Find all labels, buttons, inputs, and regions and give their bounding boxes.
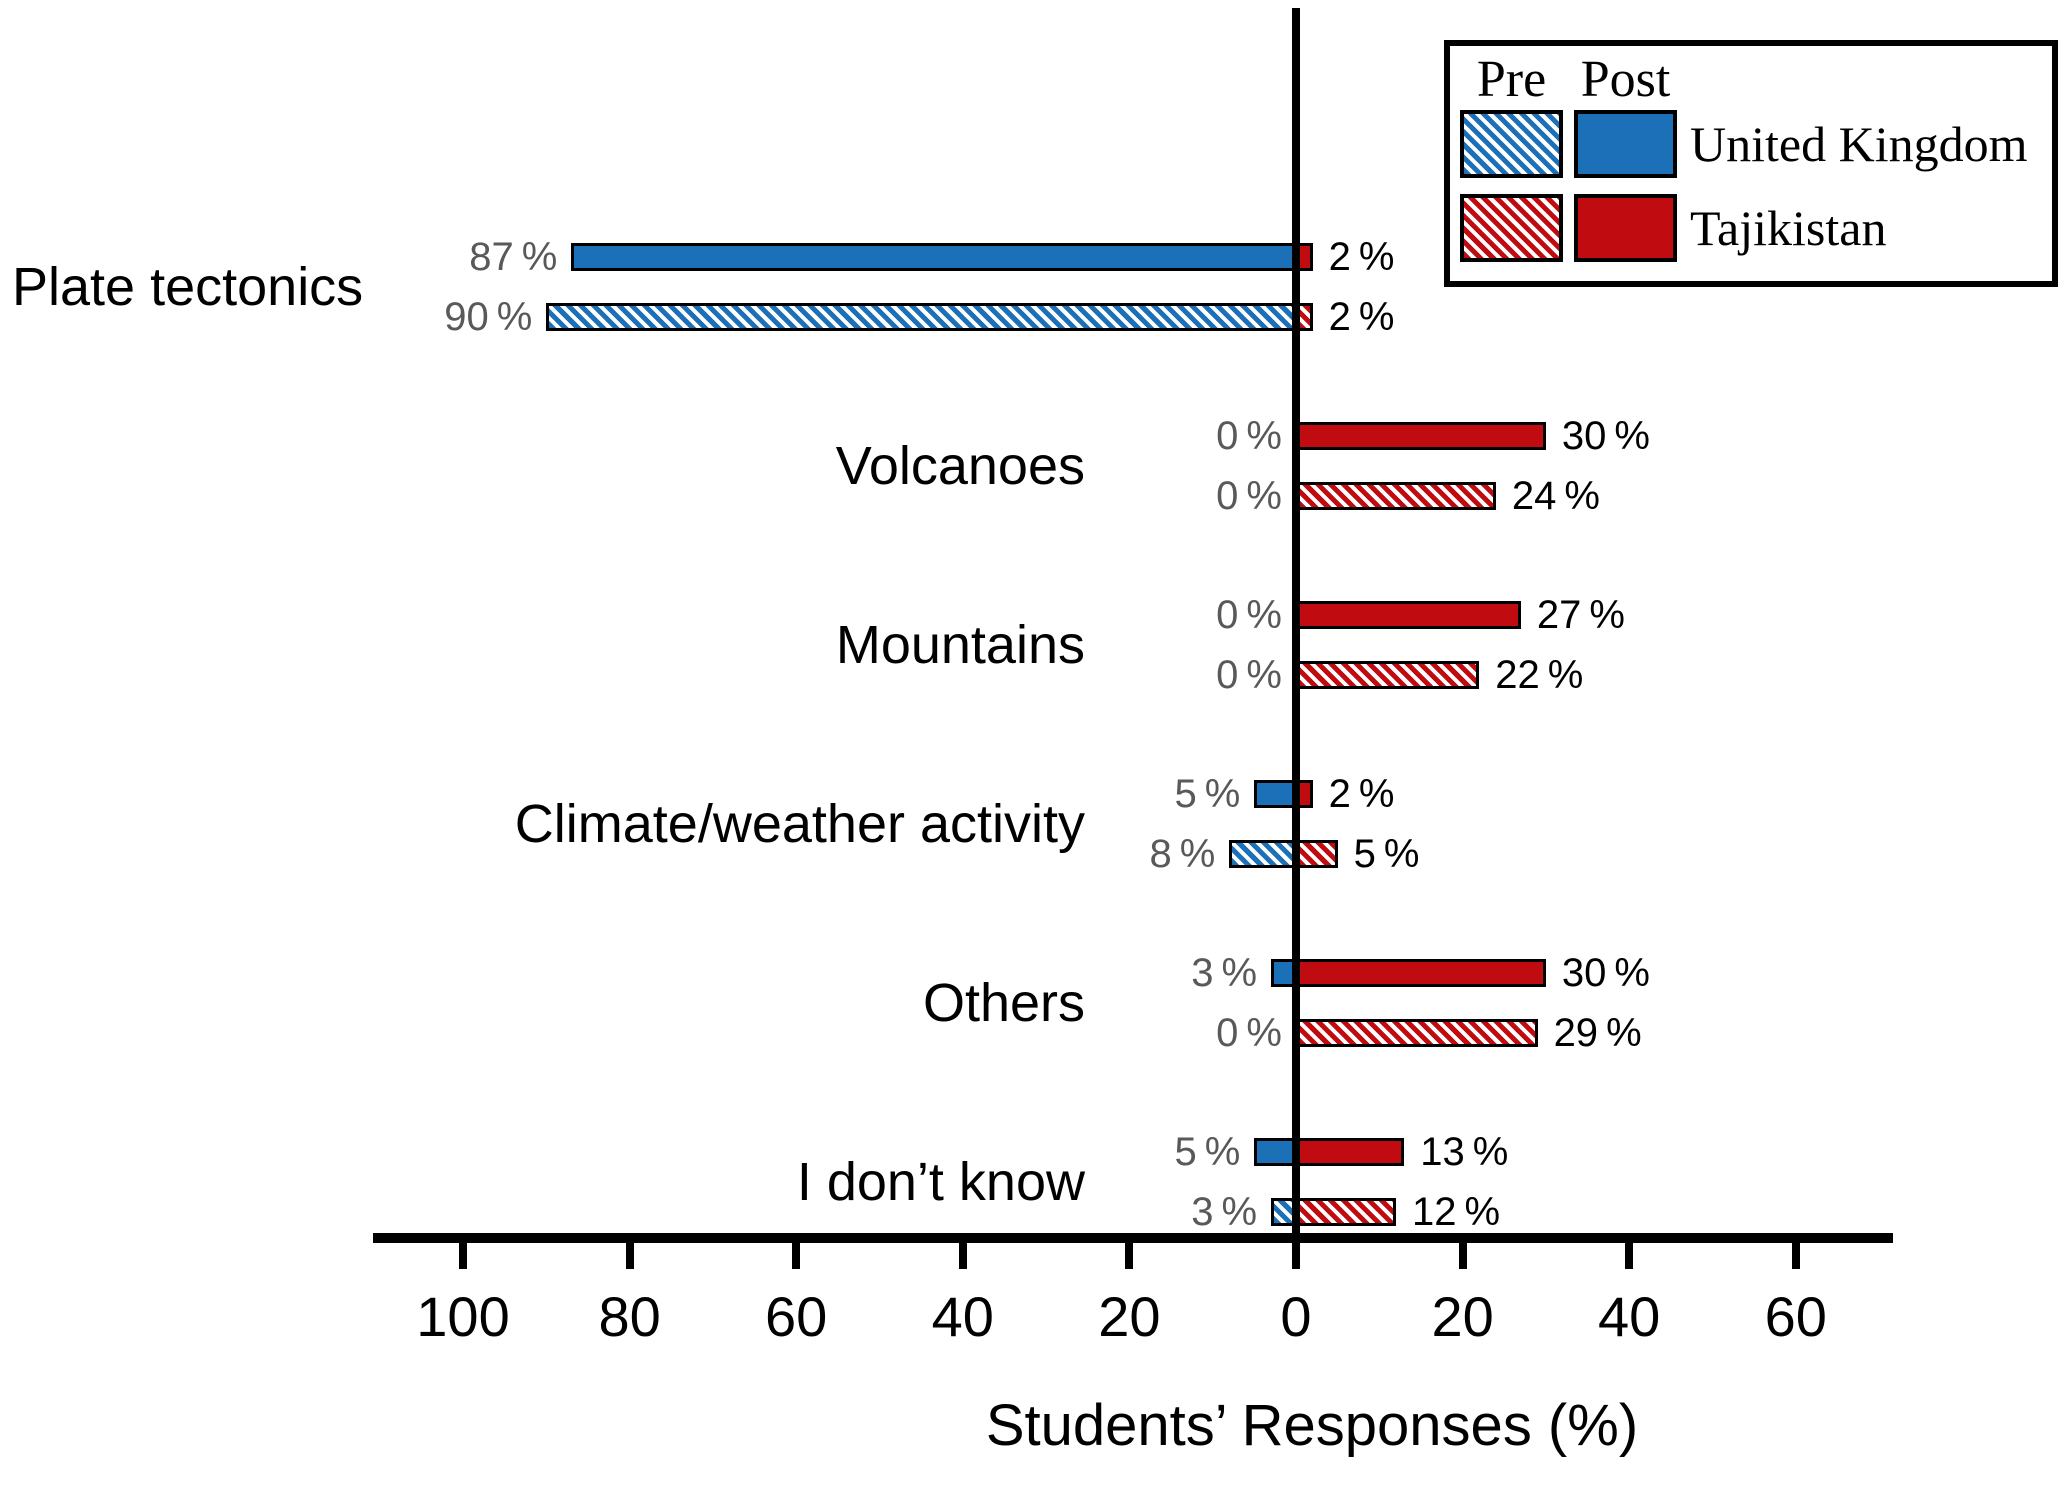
value-label-tajikistan-post-plate-tectonics: 2 % <box>1328 235 1395 279</box>
x-tick-label-right-40: 40 <box>1598 1285 1661 1348</box>
legend-swatch-tajikistan-pre <box>1460 194 1563 262</box>
value-label-tajikistan-post-others: 30 % <box>1561 951 1650 995</box>
x-tick-left-60 <box>792 1243 801 1269</box>
legend-pre-header: Pre <box>1476 51 1547 108</box>
value-label-uk-post-climate-weather-activity: 5 % <box>1174 772 1241 816</box>
value-label-uk-post-others: 3 % <box>1191 951 1258 995</box>
value-label-tajikistan-post-climate-weather-activity: 2 % <box>1328 772 1395 816</box>
x-tick-label-left-80: 80 <box>598 1285 661 1348</box>
value-label-uk-pre-volcanoes: 0 % <box>1216 474 1282 518</box>
x-tick-label-left-40: 40 <box>931 1285 994 1348</box>
bar-tajikistan-post-volcanoes <box>1296 422 1546 450</box>
legend-post-header: Post <box>1580 51 1671 108</box>
value-label-tajikistan-post-volcanoes: 30 % <box>1561 414 1650 458</box>
x-tick-right-20 <box>1458 1243 1467 1269</box>
bar-uk-post-i-dont-know <box>1254 1138 1296 1166</box>
bar-tajikistan-pre-others <box>1296 1019 1538 1047</box>
value-label-tajikistan-pre-volcanoes: 24 % <box>1511 474 1600 518</box>
x-axis-line <box>373 1233 1893 1243</box>
value-label-uk-pre-i-dont-know: 3 % <box>1191 1190 1258 1234</box>
value-label-uk-post-plate-tectonics: 87 % <box>469 235 558 279</box>
bar-uk-post-others <box>1271 959 1296 987</box>
value-label-tajikistan-pre-climate-weather-activity: 5 % <box>1353 832 1420 876</box>
bar-uk-post-climate-weather-activity <box>1254 780 1296 808</box>
category-label-i-dont-know: I don’t know <box>796 1152 1085 1212</box>
x-tick-left-80 <box>625 1243 634 1269</box>
bar-tajikistan-post-i-dont-know <box>1296 1138 1405 1166</box>
x-tick-left-20 <box>1125 1243 1134 1269</box>
legend: Pre Post United Kingdom Tajikistan <box>1444 40 2058 287</box>
category-label-mountains: Mountains <box>835 615 1085 675</box>
value-label-uk-post-i-dont-know: 5 % <box>1174 1130 1241 1174</box>
bar-tajikistan-pre-volcanoes <box>1296 482 1496 510</box>
bar-tajikistan-pre-mountains <box>1296 661 1480 689</box>
value-label-uk-pre-climate-weather-activity: 8 % <box>1149 832 1216 876</box>
zero-axis-line <box>1292 8 1300 1264</box>
x-tick-label-left-60: 60 <box>765 1285 828 1348</box>
value-label-tajikistan-post-mountains: 27 % <box>1536 593 1625 637</box>
value-label-uk-post-mountains: 0 % <box>1216 593 1282 637</box>
x-tick-left-100 <box>459 1243 467 1269</box>
category-label-volcanoes: Volcanoes <box>835 436 1085 496</box>
value-label-uk-post-volcanoes: 0 % <box>1216 414 1282 458</box>
legend-swatch-tajikistan-post <box>1574 194 1677 262</box>
category-label-plate-tectonics: Plate tectonics <box>12 257 364 317</box>
bar-tajikistan-pre-climate-weather-activity <box>1296 840 1338 868</box>
value-label-uk-pre-plate-tectonics: 90 % <box>444 295 533 339</box>
value-label-tajikistan-pre-i-dont-know: 12 % <box>1411 1190 1501 1234</box>
value-label-tajikistan-pre-plate-tectonics: 2 % <box>1328 295 1395 339</box>
legend-swatch-uk-post <box>1574 110 1677 178</box>
x-tick-right-40 <box>1625 1243 1634 1269</box>
value-label-tajikistan-pre-others: 29 % <box>1553 1011 1642 1055</box>
value-label-uk-pre-others: 0 % <box>1216 1011 1282 1055</box>
value-label-tajikistan-pre-mountains: 22 % <box>1495 653 1584 697</box>
bar-uk-pre-plate-tectonics <box>546 303 1296 331</box>
legend-label-tajikistan: Tajikistan <box>1690 200 1887 256</box>
category-label-climate-weather-activity: Climate/weather activity <box>514 794 1085 854</box>
x-tick-label-left-20: 20 <box>1098 1285 1161 1348</box>
x-tick-left-40 <box>958 1243 967 1269</box>
value-label-uk-pre-mountains: 0 % <box>1216 653 1282 697</box>
bar-uk-post-plate-tectonics <box>571 243 1296 271</box>
bar-tajikistan-post-mountains <box>1296 601 1521 629</box>
bar-tajikistan-pre-i-dont-know <box>1296 1198 1396 1226</box>
x-axis-title: Students’ Responses (%) <box>985 1393 1639 1458</box>
value-label-tajikistan-post-i-dont-know: 13 % <box>1420 1130 1509 1174</box>
category-label-others: Others <box>922 973 1085 1033</box>
x-tick-label-right-60: 60 <box>1764 1285 1827 1348</box>
x-tick-label-left-100: 100 <box>416 1285 510 1348</box>
legend-label-united-kingdom: United Kingdom <box>1690 116 2028 172</box>
bar-tajikistan-post-others <box>1296 959 1546 987</box>
legend-swatch-uk-pre <box>1460 110 1563 178</box>
x-tick-label-zero: 0 <box>1280 1285 1312 1348</box>
bar-uk-pre-climate-weather-activity <box>1229 840 1296 868</box>
x-tick-label-right-20: 20 <box>1431 1285 1494 1348</box>
x-tick-right-60 <box>1791 1243 1800 1269</box>
